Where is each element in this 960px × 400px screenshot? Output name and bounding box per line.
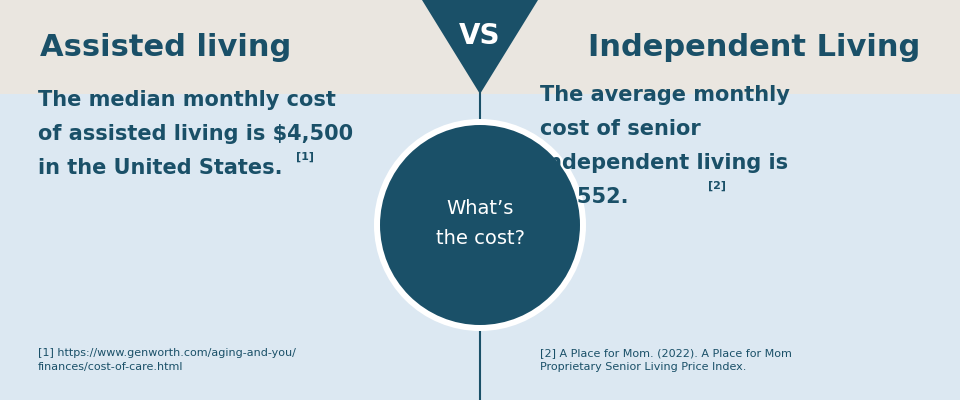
Text: Independent Living: Independent Living [588,32,920,62]
Text: The median monthly cost: The median monthly cost [38,90,336,110]
Text: independent living is: independent living is [540,153,788,173]
Bar [0,0,960,94]
Text: in the United States.: in the United States. [38,158,282,178]
Text: finances/cost-of-care.html: finances/cost-of-care.html [38,362,183,372]
Text: What’s: What’s [446,200,514,218]
Polygon shape [422,0,538,94]
Text: Proprietary Senior Living Price Index.: Proprietary Senior Living Price Index. [540,362,746,372]
Text: [1]: [1] [296,152,314,162]
Text: [1] https://www.genworth.com/aging-and-you/: [1] https://www.genworth.com/aging-and-y… [38,348,296,358]
Text: Assisted living: Assisted living [40,32,291,62]
Text: the cost?: the cost? [436,230,524,248]
Text: $2,552.: $2,552. [540,187,629,207]
Circle shape [380,125,580,325]
Text: of assisted living is $4,500: of assisted living is $4,500 [38,124,353,144]
Text: [2] A Place for Mom. (2022). A Place for Mom: [2] A Place for Mom. (2022). A Place for… [540,348,792,358]
Text: VS: VS [459,22,501,50]
Text: [2]: [2] [708,181,726,191]
Circle shape [374,119,586,331]
Text: cost of senior: cost of senior [540,119,701,139]
Text: The average monthly: The average monthly [540,85,790,105]
